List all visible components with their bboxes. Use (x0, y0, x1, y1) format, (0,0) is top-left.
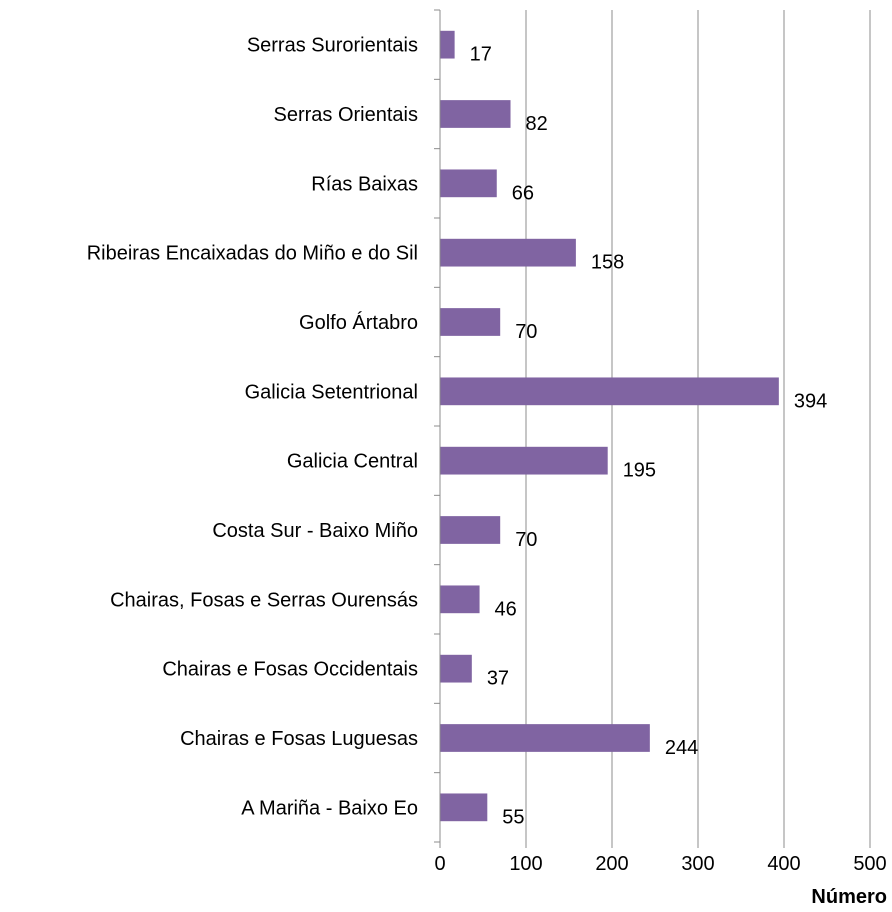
bar (440, 446, 608, 475)
bar (440, 30, 455, 59)
data-label: 158 (591, 252, 624, 274)
data-label: 394 (794, 390, 827, 412)
data-label: 195 (623, 460, 656, 482)
category-label: Golfo Ártabro (299, 311, 418, 334)
x-tick-label: 100 (509, 853, 542, 875)
axes (434, 9, 871, 848)
data-label: 244 (665, 737, 698, 759)
category-label: A Mariña - Baixo Eo (241, 797, 418, 819)
bar (440, 585, 480, 614)
bar (440, 308, 501, 336)
data-label: 37 (487, 668, 509, 690)
bars (440, 30, 779, 822)
x-tick-label: 200 (595, 853, 628, 875)
category-label: Galicia Setentrional (245, 381, 418, 403)
bar (440, 169, 497, 198)
data-label: 82 (526, 113, 548, 135)
x-tick-label: 500 (853, 853, 886, 875)
gridlines (525, 10, 871, 842)
category-label: Galicia Central (287, 451, 418, 473)
bar (440, 724, 650, 752)
category-label: Serras Surorientais (247, 35, 418, 57)
bar (440, 793, 488, 822)
bar (440, 516, 501, 544)
labels: 0 100 200 300 400 500 Serras Surorientais 17 Ser… (87, 35, 887, 875)
bar (440, 377, 779, 406)
x-tick-label: 300 (681, 853, 714, 875)
category-label: Chairas, Fosas e Serras Ourensás (110, 589, 418, 611)
data-label: 70 (515, 529, 537, 551)
category-label: Costa Sur - Baixo Miño (212, 520, 418, 542)
data-label: 17 (470, 44, 492, 66)
category-label: Chairas e Fosas Luguesas (180, 728, 418, 750)
category-label: Ribeiras Encaixadas do Miño e do Sil (87, 243, 418, 265)
data-label: 46 (495, 598, 517, 620)
data-label: 66 (512, 182, 534, 204)
x-tick-label: 400 (767, 853, 800, 875)
x-axis-title: Número (811, 886, 887, 908)
data-label: 70 (515, 321, 537, 343)
category-label: Chairas e Fosas Occidentais (162, 659, 418, 681)
x-tick-label: 0 (434, 853, 445, 875)
category-label: Rías Baixas (311, 173, 418, 195)
category-label: Serras Orientais (274, 104, 419, 126)
bar (440, 654, 472, 683)
data-label: 55 (502, 806, 524, 828)
bar (440, 238, 576, 267)
bar (440, 100, 511, 128)
